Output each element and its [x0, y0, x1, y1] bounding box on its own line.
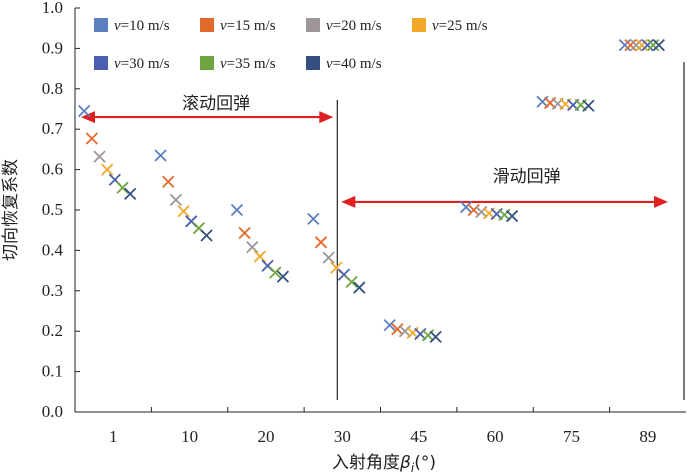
x-axis-label: 入射角度βi(°): [332, 453, 436, 475]
legend-swatch: [94, 18, 108, 32]
data-point: [177, 205, 190, 218]
data-point: [169, 193, 183, 207]
legend-label: v=20 m/s: [326, 18, 382, 34]
data-point: [345, 275, 358, 289]
y-tick-label: 0.7: [42, 119, 64, 138]
rolling-arrow: [81, 111, 334, 124]
data-point: [630, 39, 643, 52]
legend-label: v=25 m/s: [432, 18, 488, 34]
legend-swatch: [200, 56, 214, 70]
data-point: [307, 212, 320, 226]
legend-item: v=10 m/s: [94, 18, 170, 34]
data-point: [635, 39, 648, 52]
x-tick-label: 75: [563, 427, 580, 446]
legend-swatch: [306, 18, 320, 32]
data-point: [230, 203, 244, 217]
legend-swatch: [200, 18, 214, 32]
data-point: [652, 39, 665, 52]
legend-swatch: [94, 56, 108, 70]
data-point: [276, 270, 290, 283]
sliding-label: 滑动回弹: [493, 167, 561, 187]
x-tick-label: 60: [487, 427, 504, 446]
legend-label: v=10 m/s: [114, 18, 170, 34]
data-point: [647, 39, 660, 52]
x-tick-label: 10: [181, 427, 198, 446]
y-tick-label: 0.0: [42, 402, 63, 421]
data-point: [314, 236, 328, 249]
x-tick-label: 20: [257, 427, 274, 446]
data-point: [116, 181, 129, 194]
data-point: [505, 209, 519, 223]
data-point: [459, 201, 473, 214]
y-tick-label: 0.1: [42, 362, 63, 381]
data-point: [269, 266, 282, 279]
legend-item: v=35 m/s: [200, 56, 276, 72]
legend-swatch: [306, 56, 320, 70]
y-axis: 0.0 0.1 0.2 0.3 0.4 0.5 0.6 0.7 0.8 0.9 1.0: [42, 0, 80, 421]
data-point: [421, 329, 435, 342]
data-point: [322, 251, 335, 264]
x-tick-label: 45: [410, 427, 427, 446]
y-tick-label: 1.0: [42, 0, 63, 17]
legend-item: v=30 m/s: [94, 56, 170, 72]
legend-item: v=15 m/s: [200, 18, 276, 34]
x-tick-label: 30: [334, 427, 351, 446]
data-point: [383, 319, 396, 332]
legend-label: v=40 m/s: [326, 56, 382, 72]
data-point: [467, 203, 480, 217]
rolling-label: 滚动回弹: [182, 94, 250, 114]
data-point: [124, 187, 137, 200]
legend-item: v=20 m/s: [306, 18, 382, 34]
x-tick-label: 89: [639, 427, 656, 446]
x-axis: 1 10 20 30 45 60 75 89: [75, 407, 686, 446]
legend: v=10 m/s v=15 m/s v=20 m/s v=25 m/s v=30 m/s…: [94, 18, 488, 72]
data-points: [78, 39, 665, 343]
data-point: [624, 39, 637, 52]
legend-item: v=25 m/s: [412, 18, 488, 34]
data-point: [78, 104, 91, 118]
legend-label: v=30 m/s: [114, 56, 170, 72]
legend-label: v=35 m/s: [220, 56, 276, 72]
x-tick-label: 1: [109, 427, 118, 446]
data-point: [246, 241, 259, 254]
y-tick-label: 0.5: [42, 200, 63, 219]
y-tick-label: 0.2: [42, 321, 63, 340]
legend-swatch: [412, 18, 426, 32]
y-tick-label: 0.8: [42, 79, 63, 98]
legend-label: v=15 m/s: [220, 18, 276, 34]
data-point: [618, 39, 631, 52]
sliding-arrow: [341, 195, 668, 208]
legend-item: v=40 m/s: [306, 56, 382, 72]
y-tick-label: 0.3: [42, 281, 63, 300]
data-point: [154, 149, 167, 162]
data-point: [101, 163, 114, 176]
data-point: [238, 226, 251, 240]
data-point: [429, 330, 442, 343]
data-point: [641, 39, 654, 52]
data-point: [398, 325, 412, 338]
y-tick-label: 0.6: [42, 160, 63, 179]
data-point: [253, 250, 267, 263]
data-point: [353, 281, 366, 294]
y-tick-label: 0.4: [42, 240, 64, 259]
data-point: [200, 229, 213, 242]
y-tick-label: 0.9: [42, 38, 63, 57]
data-point: [162, 175, 175, 188]
divider-lines: [336, 62, 685, 400]
data-point: [93, 150, 106, 163]
data-point: [582, 99, 595, 112]
y-axis-label: 切向恢复系数: [1, 159, 21, 261]
data-point: [85, 132, 98, 145]
data-point: [391, 323, 404, 336]
